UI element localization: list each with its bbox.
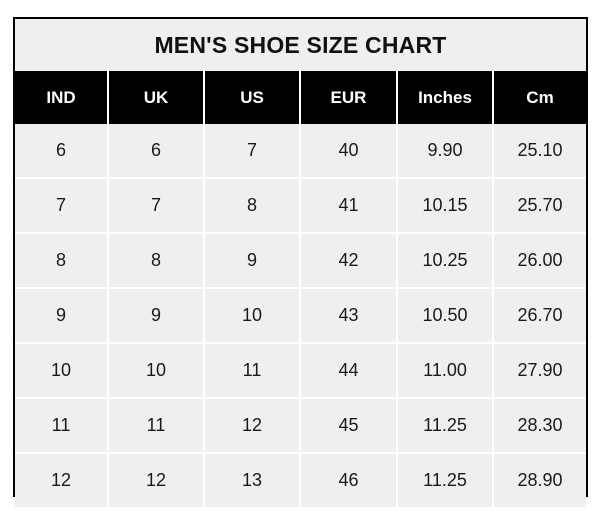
table-row: 7 7 8 41 10.15 25.70 (15, 178, 586, 234)
cell-us: 13 (204, 453, 301, 507)
cell-cm: 25.10 (493, 124, 586, 179)
cell-us: 9 (204, 233, 301, 289)
table-row: 8 8 9 42 10.25 26.00 (15, 233, 586, 289)
page-title: MEN'S SHOE SIZE CHART (154, 31, 447, 58)
cell-uk: 7 (108, 178, 205, 234)
cell-eur: 46 (300, 453, 398, 507)
cell-ind: 7 (15, 178, 109, 234)
cell-inches: 11.25 (397, 453, 494, 507)
cell-inches: 9.90 (397, 124, 494, 179)
chart-title-bar: MEN'S SHOE SIZE CHART (15, 19, 586, 71)
column-header-eur: EUR (300, 71, 398, 124)
table-row: 9 9 10 43 10.50 26.70 (15, 288, 586, 344)
shoe-size-table: IND UK US EUR Inches Cm 6 6 7 40 9.90 25… (15, 71, 586, 507)
column-header-cm: Cm (493, 71, 586, 124)
cell-cm: 27.90 (493, 343, 586, 399)
column-header-uk: UK (108, 71, 205, 124)
cell-ind: 11 (15, 398, 109, 454)
table-row: 6 6 7 40 9.90 25.10 (15, 124, 586, 179)
column-header-inches: Inches (397, 71, 494, 124)
cell-uk: 8 (108, 233, 205, 289)
cell-cm: 28.30 (493, 398, 586, 454)
cell-ind: 10 (15, 343, 109, 399)
cell-uk: 12 (108, 453, 205, 507)
cell-us: 7 (204, 124, 301, 179)
cell-cm: 26.00 (493, 233, 586, 289)
cell-us: 8 (204, 178, 301, 234)
table-row: 12 12 13 46 11.25 28.90 (15, 453, 586, 507)
column-header-ind: IND (15, 71, 109, 124)
cell-ind: 6 (15, 124, 109, 179)
cell-cm: 28.90 (493, 453, 586, 507)
size-chart-card: MEN'S SHOE SIZE CHART IND UK US EUR Inch… (13, 17, 588, 507)
cell-uk: 6 (108, 124, 205, 179)
cell-uk: 11 (108, 398, 205, 454)
cell-ind: 9 (15, 288, 109, 344)
cell-inches: 11.00 (397, 343, 494, 399)
cell-inches: 10.25 (397, 233, 494, 289)
cell-eur: 44 (300, 343, 398, 399)
cell-inches: 10.15 (397, 178, 494, 234)
cell-inches: 10.50 (397, 288, 494, 344)
table-header-row: IND UK US EUR Inches Cm (15, 71, 586, 124)
table-row: 11 11 12 45 11.25 28.30 (15, 398, 586, 454)
cell-eur: 41 (300, 178, 398, 234)
cell-us: 11 (204, 343, 301, 399)
cell-uk: 10 (108, 343, 205, 399)
cell-inches: 11.25 (397, 398, 494, 454)
column-header-us: US (204, 71, 301, 124)
cell-cm: 25.70 (493, 178, 586, 234)
table-body: 6 6 7 40 9.90 25.10 7 7 8 41 10.15 25.70… (15, 124, 586, 507)
cell-ind: 8 (15, 233, 109, 289)
cell-eur: 40 (300, 124, 398, 179)
cell-uk: 9 (108, 288, 205, 344)
cell-eur: 43 (300, 288, 398, 344)
cell-ind: 12 (15, 453, 109, 507)
cell-cm: 26.70 (493, 288, 586, 344)
cell-us: 12 (204, 398, 301, 454)
cell-us: 10 (204, 288, 301, 344)
cell-eur: 42 (300, 233, 398, 289)
cell-eur: 45 (300, 398, 398, 454)
table-header: IND UK US EUR Inches Cm (15, 71, 586, 124)
table-row: 10 10 11 44 11.00 27.90 (15, 343, 586, 399)
